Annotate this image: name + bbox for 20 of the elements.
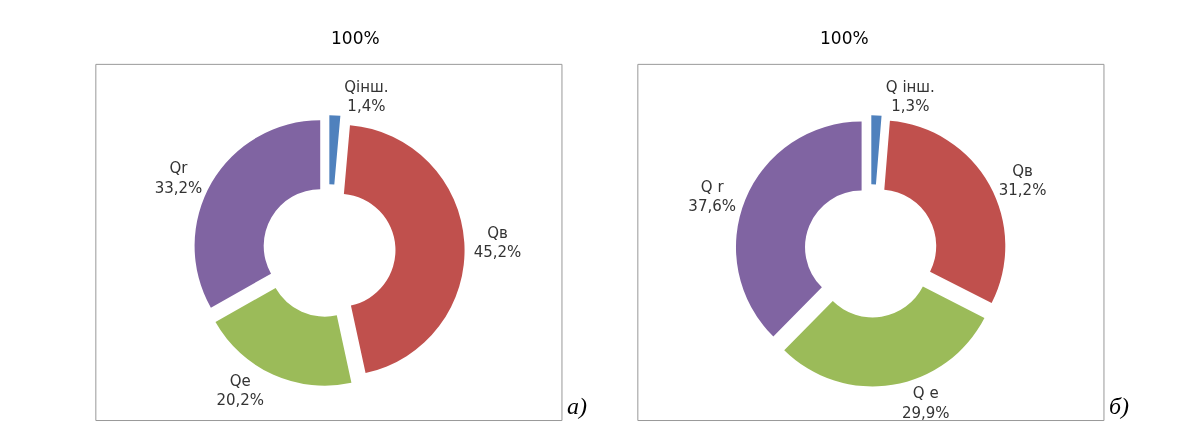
data-label: 33,2% [154,178,203,197]
slice-label: Qr [169,159,189,178]
data-label: 37,6% [688,197,737,216]
chart-title: 100% [331,28,380,48]
slice-label: Q r [700,177,725,196]
data-label: 1,3% [891,97,930,116]
slice-label: Qінш. [344,77,389,96]
data-label: 45,2% [473,243,522,262]
text: б) [1109,393,1130,419]
slice-label: Qe [229,371,251,390]
slice-label: Q e [912,384,939,403]
slice-label: Qв [1012,161,1033,180]
text: а) [567,393,587,419]
chart-title: 100% [820,28,869,48]
data-label: 20,2% [216,391,265,410]
data-label: 29,9% [901,403,950,422]
slice-label: Qв [487,223,508,242]
data-label: 31,2% [998,181,1047,200]
slice-label: Q інш. [885,77,935,96]
data-label: 1,4% [347,97,386,116]
